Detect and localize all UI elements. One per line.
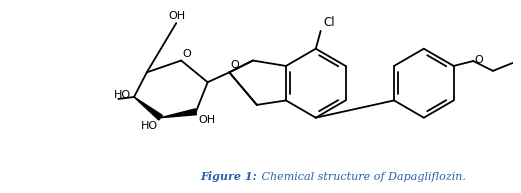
- Text: OH: OH: [169, 11, 186, 21]
- Text: O: O: [474, 55, 483, 65]
- Text: O: O: [230, 60, 239, 70]
- Polygon shape: [134, 97, 163, 120]
- Text: OH: OH: [198, 115, 215, 125]
- Text: Chemical structure of Dapagliflozin.: Chemical structure of Dapagliflozin.: [258, 172, 466, 182]
- Polygon shape: [160, 109, 196, 118]
- Text: O: O: [182, 49, 191, 58]
- Text: HO: HO: [114, 90, 131, 100]
- Text: Figure 1:: Figure 1:: [200, 171, 257, 182]
- Text: Cl: Cl: [324, 16, 335, 29]
- Text: HO: HO: [141, 121, 157, 131]
